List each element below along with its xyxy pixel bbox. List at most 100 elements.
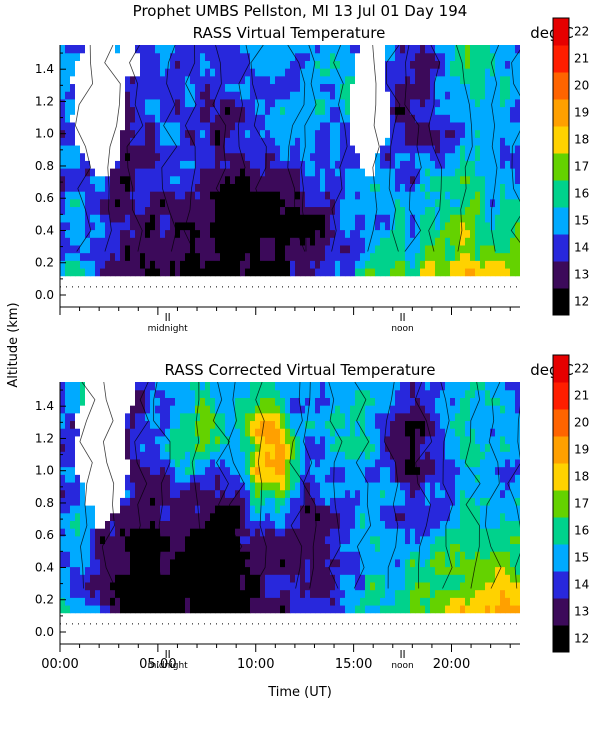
heatmap-cell <box>180 152 186 161</box>
heatmap-cell <box>275 451 281 460</box>
heatmap-cell <box>140 252 146 261</box>
heatmap-cell <box>235 382 241 391</box>
heatmap-cell <box>265 581 271 591</box>
heatmap-cell <box>205 581 211 591</box>
heatmap-cell <box>220 489 226 498</box>
heatmap-cell <box>325 566 331 575</box>
heatmap-cell <box>80 520 86 529</box>
heatmap-cell <box>495 68 501 77</box>
heatmap-cell <box>390 389 396 398</box>
heatmap-cell <box>90 420 96 429</box>
heatmap-cell <box>140 214 146 223</box>
heatmap-cell <box>375 412 381 422</box>
heatmap-cell <box>280 520 286 529</box>
heatmap-cell <box>255 45 261 54</box>
heatmap-cell <box>215 520 221 529</box>
annotation-label: midnight <box>148 324 189 334</box>
heatmap-cell <box>75 420 81 429</box>
heatmap-cell <box>165 520 171 529</box>
heatmap-cell <box>400 589 406 598</box>
heatmap-cell <box>485 129 491 138</box>
heatmap-cell <box>160 121 166 131</box>
heatmap-cell <box>360 237 366 246</box>
heatmap-cell <box>175 566 181 575</box>
heatmap-cell <box>515 75 520 85</box>
heatmap-cell <box>315 68 321 77</box>
heatmap-cell <box>460 129 466 138</box>
heatmap-cell <box>230 175 236 184</box>
heatmap-cell <box>365 237 371 246</box>
heatmap-cell <box>155 382 161 391</box>
heatmap-cell <box>415 244 421 254</box>
heatmap-cell <box>85 574 91 583</box>
heatmap-cell <box>460 183 466 192</box>
heatmap-cell <box>280 75 286 85</box>
heatmap-cell <box>90 168 96 177</box>
heatmap-cell <box>375 106 381 115</box>
heatmap-cell <box>155 551 161 560</box>
colorbar-tick-label: 14 <box>574 241 589 255</box>
heatmap-cell <box>85 505 91 514</box>
heatmap-cell <box>235 91 241 100</box>
heatmap-cell <box>185 168 191 177</box>
heatmap-cell <box>185 382 191 391</box>
heatmap-cell <box>175 260 181 269</box>
heatmap-cell <box>375 160 381 169</box>
heatmap-cell <box>365 543 371 552</box>
heatmap-cell <box>110 160 116 169</box>
heatmap-cell <box>170 206 176 215</box>
heatmap-cell <box>325 168 331 177</box>
heatmap-cell <box>160 535 166 545</box>
heatmap-cell <box>210 214 216 223</box>
heatmap-cell <box>325 175 331 184</box>
heatmap-cell <box>505 106 511 115</box>
heatmap-cell <box>320 198 326 208</box>
heatmap-cell <box>405 474 411 483</box>
heatmap-cell <box>360 129 366 138</box>
heatmap-cell <box>195 551 201 560</box>
heatmap-cell <box>380 520 386 529</box>
heatmap-cell <box>225 114 231 123</box>
heatmap-cell <box>165 458 171 468</box>
heatmap-cell <box>135 389 141 398</box>
heatmap-cell <box>390 520 396 529</box>
heatmap-cell <box>170 397 176 406</box>
heatmap-cell <box>380 144 386 154</box>
heatmap-cell <box>150 221 156 231</box>
heatmap-cell <box>95 512 101 521</box>
heatmap-cell <box>295 68 301 77</box>
heatmap-cell <box>130 458 136 468</box>
heatmap-cell <box>355 574 361 583</box>
heatmap-cell <box>300 512 306 521</box>
heatmap-cell <box>335 106 341 115</box>
heatmap-cell <box>175 160 181 169</box>
heatmap-cell <box>385 52 391 61</box>
heatmap-cell <box>315 382 321 391</box>
heatmap-cell <box>80 191 86 200</box>
heatmap-cell <box>200 45 206 54</box>
heatmap-cell <box>365 405 371 414</box>
heatmap-cell <box>285 191 291 200</box>
heatmap-cell <box>415 60 421 69</box>
heatmap-cell <box>355 512 361 521</box>
heatmap-cell <box>280 229 286 238</box>
heatmap-cell <box>60 75 66 85</box>
heatmap-cell <box>285 214 291 223</box>
heatmap-cell <box>160 405 166 414</box>
heatmap-cell <box>185 60 191 69</box>
colorbar-tick-label: 16 <box>574 187 589 201</box>
heatmap-cell <box>90 260 96 269</box>
heatmap-cell <box>325 75 331 85</box>
heatmap-cell <box>445 137 451 146</box>
heatmap-cell <box>125 267 131 277</box>
heatmap-cell <box>350 389 356 398</box>
heatmap-cell <box>230 389 236 398</box>
heatmap-cell <box>215 129 221 138</box>
heatmap-cell <box>410 512 416 521</box>
heatmap-cell <box>155 466 161 475</box>
heatmap-cell <box>150 512 156 521</box>
heatmap-cell <box>130 244 136 254</box>
heatmap-cell <box>315 428 321 437</box>
heatmap-cell <box>205 229 211 238</box>
heatmap-cell <box>110 244 116 254</box>
